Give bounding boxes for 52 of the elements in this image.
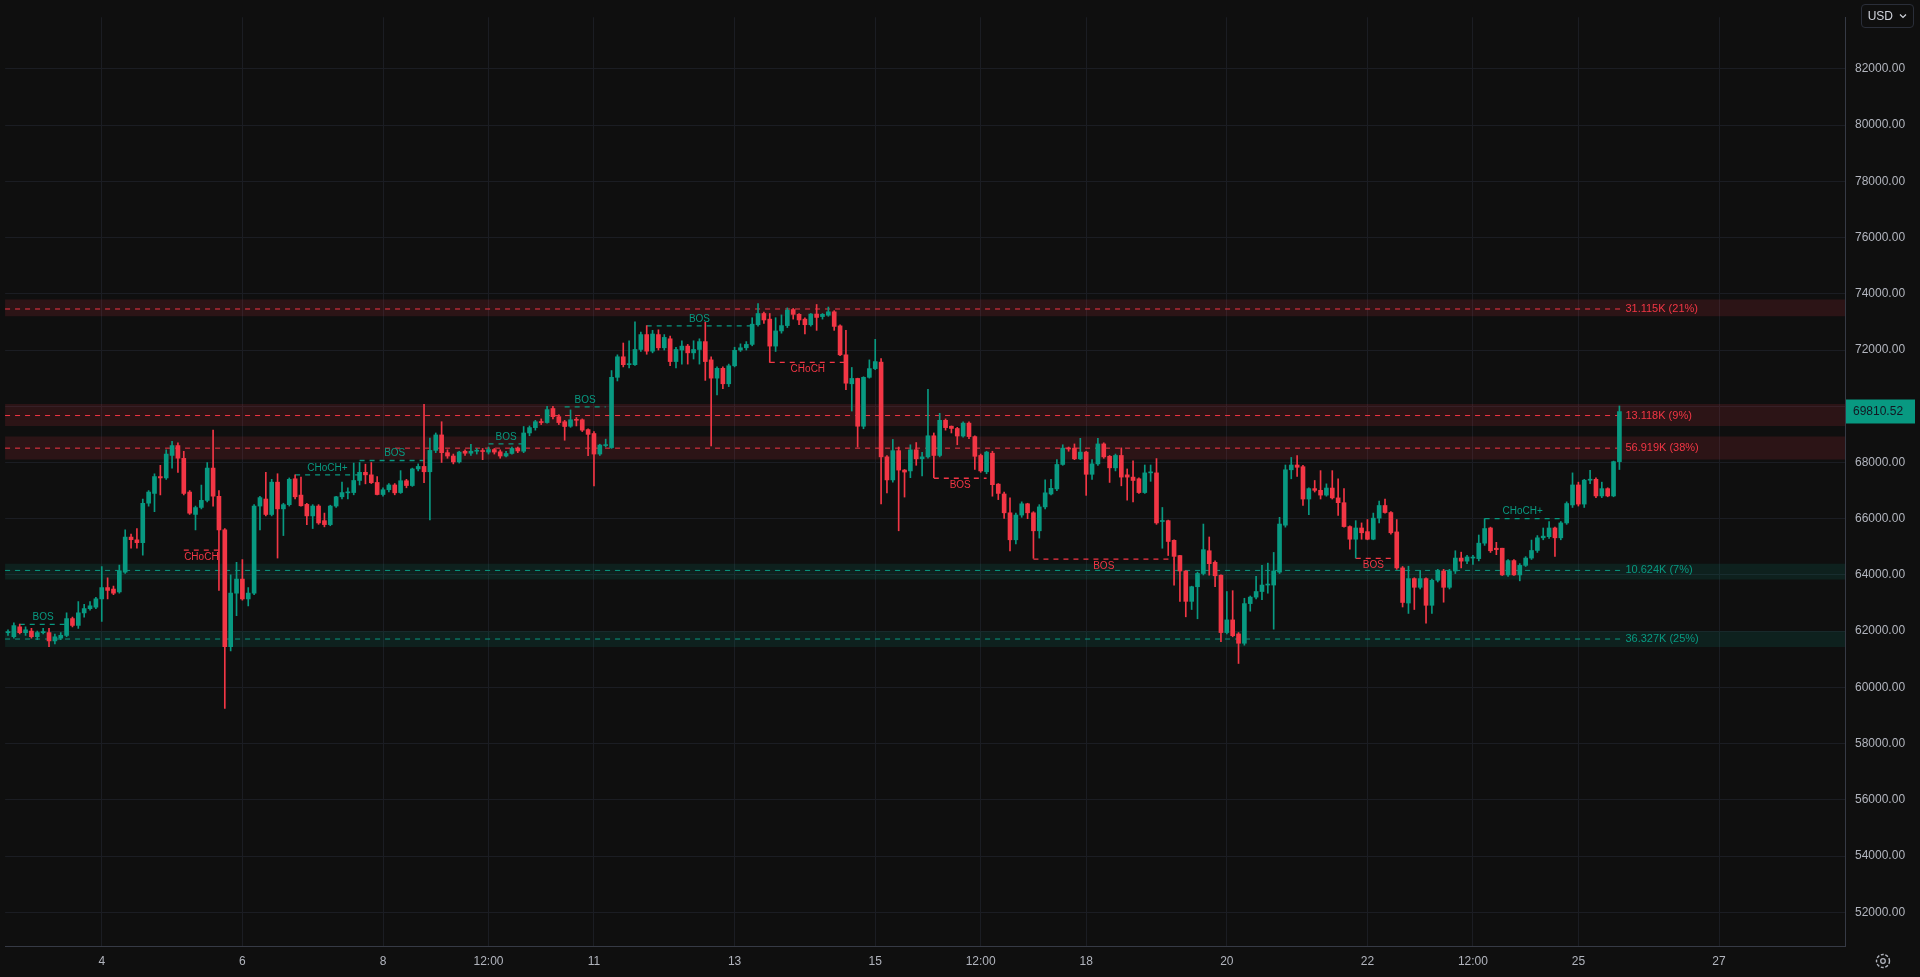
y-tick-label: 62000.00: [1855, 623, 1906, 638]
series-label: CHoCH: [790, 363, 826, 375]
series-label: BOS: [32, 611, 55, 623]
text: USD: [1867, 9, 1893, 23]
x-tick-label: 25: [1571, 953, 1586, 968]
text: 69810.52: [1853, 403, 1904, 418]
x-tick-label: 22: [1360, 953, 1375, 968]
x-tick-label: 6: [239, 953, 247, 968]
x-tick-label: 12:00: [1457, 953, 1489, 968]
y-tick-label: 66000.00: [1855, 511, 1906, 526]
series-label: BOS: [1093, 559, 1115, 571]
series-label: BOS: [384, 447, 406, 459]
series-label: CHoCH+: [1502, 505, 1544, 517]
x-tick-label: 15: [868, 953, 883, 968]
y-tick-label: 68000.00: [1855, 454, 1906, 469]
ref-line-label: 36.327K (25%): [1625, 632, 1699, 645]
candlestick: [5, 629, 11, 636]
y-tick-label: 80000.00: [1855, 117, 1906, 132]
ref-line-label: 31.115K (21%): [1625, 302, 1698, 315]
series-label: BOS: [688, 312, 711, 324]
x-tick-label: 27: [1712, 953, 1727, 968]
y-tick-label: 60000.00: [1855, 679, 1906, 694]
ref-line-label: 10.624K (7%): [1625, 563, 1693, 576]
x-tick-label: 4: [98, 953, 106, 968]
y-tick-label: 78000.00: [1855, 173, 1906, 188]
y-tick-label: 52000.00: [1855, 904, 1906, 919]
series-label: BOS: [1362, 559, 1385, 571]
y-tick-label: 58000.00: [1855, 735, 1906, 750]
y-tick-label: 54000.00: [1855, 848, 1906, 863]
series-label: BOS: [949, 478, 972, 490]
y-tick-label: 74000.00: [1855, 286, 1906, 301]
x-tick-label: 12:00: [965, 953, 997, 968]
y-tick-label: 64000.00: [1855, 567, 1906, 582]
series-label: BOS: [495, 430, 517, 442]
x-tick-label: 8: [379, 953, 387, 968]
y-tick-label: 56000.00: [1855, 792, 1906, 807]
x-tick-label: 11: [587, 953, 601, 968]
candlestick: [849, 367, 855, 412]
series-label: BOS: [574, 393, 597, 405]
candlestick: [134, 528, 140, 549]
series-label: CHoCH+: [307, 461, 348, 473]
x-tick-label: 18: [1079, 953, 1094, 968]
ref-line-label: 13.118K (9%): [1625, 408, 1692, 421]
x-tick-label: 12:00: [473, 953, 504, 968]
candlestick: [626, 340, 632, 369]
ref-line-label: 56.919K (38%): [1625, 441, 1699, 454]
series-label: CHoCH: [184, 550, 219, 562]
x-tick-label: 13: [727, 953, 742, 968]
y-tick-label: 82000.00: [1855, 61, 1906, 76]
y-tick-label: 76000.00: [1855, 229, 1906, 244]
x-tick-label: 20: [1220, 953, 1234, 968]
y-tick-label: 72000.00: [1855, 342, 1906, 357]
